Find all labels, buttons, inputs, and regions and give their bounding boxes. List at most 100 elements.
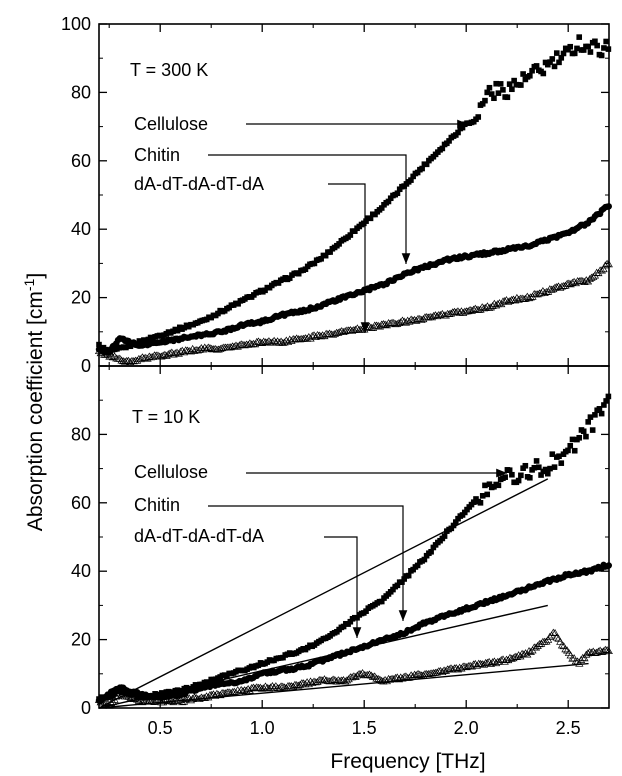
data-point-triangle [561, 281, 570, 289]
data-point-triangle [108, 353, 117, 361]
data-point-triangle [564, 279, 574, 287]
data-point-triangle [179, 348, 189, 356]
data-point-triangle [601, 645, 610, 653]
data-point-triangle [509, 295, 518, 303]
data-point-triangle [356, 670, 365, 678]
data-point-triangle [483, 658, 492, 666]
data-point-triangle [290, 680, 300, 688]
data-point-triangle [557, 641, 567, 649]
data-point-square [486, 481, 493, 488]
data-point-triangle [568, 654, 577, 662]
data-point-triangle [353, 324, 362, 332]
data-point-square [327, 249, 333, 255]
data-point-triangle [141, 353, 150, 361]
data-point-square [475, 114, 482, 120]
data-point-triangle [115, 689, 124, 697]
data-point-triangle [330, 330, 339, 338]
data-point-square [589, 427, 596, 433]
data-point-triangle [604, 260, 613, 268]
annotation-arrow [208, 154, 411, 264]
data-point-triangle [589, 647, 598, 655]
data-point-triangle [188, 694, 197, 702]
data-point-triangle [424, 670, 433, 678]
data-point-square [302, 266, 309, 273]
data-point-triangle [237, 340, 246, 348]
data-point-triangle [592, 648, 601, 656]
data-point-triangle [311, 332, 320, 340]
data-point-square [482, 97, 488, 104]
data-point-square [605, 46, 612, 52]
data-point-triangle [261, 682, 270, 690]
data-point-triangle [205, 344, 215, 352]
data-point-square [486, 84, 493, 91]
data-point-triangle [278, 338, 287, 346]
data-point-triangle [597, 266, 606, 274]
data-point-triangle [117, 356, 126, 364]
data-point-square [571, 50, 578, 57]
data-point-triangle [185, 346, 194, 354]
data-point-triangle [570, 277, 579, 285]
data-point-square [385, 198, 392, 205]
data-point-square [470, 499, 477, 505]
y-axis-title-sup: -1 [21, 278, 37, 291]
data-point-triangle [502, 655, 511, 663]
data-point-square [414, 169, 421, 176]
data-point-triangle [439, 666, 449, 674]
data-point-square [423, 161, 430, 168]
data-point-triangle [467, 306, 476, 314]
data-point-square [414, 562, 421, 569]
data-point-square [495, 482, 502, 489]
data-point-triangle [282, 336, 291, 344]
series-da-dt-da-dt-da [94, 259, 613, 366]
data-point-square [556, 59, 562, 66]
data-point-square [394, 582, 401, 589]
x-tick-label: 2.0 [454, 718, 479, 738]
data-point-triangle [254, 337, 263, 345]
data-point-square [587, 49, 594, 55]
data-point-square [522, 462, 529, 469]
data-point-square [509, 471, 515, 478]
data-point-square [363, 608, 369, 614]
data-point-square [452, 519, 459, 525]
data-point-triangle [266, 338, 275, 346]
data-point-square [601, 402, 607, 408]
data-point-triangle [403, 316, 412, 324]
data-point-square [580, 428, 587, 435]
data-point-triangle [341, 327, 350, 335]
data-point-square [493, 80, 499, 87]
data-point-triangle [524, 294, 534, 302]
data-point-square [399, 579, 405, 585]
data-point-square [585, 43, 591, 50]
data-point-square [390, 586, 396, 593]
x-axis-title: Frequency [THz] [330, 750, 485, 773]
data-point-square [311, 260, 318, 267]
data-point-square [455, 129, 461, 136]
annotation-label: Cellulose [134, 114, 208, 134]
data-point-triangle [587, 273, 596, 281]
data-point-square [527, 72, 533, 79]
data-point-triangle [491, 301, 501, 309]
data-point-triangle [339, 327, 348, 336]
data-point-triangle [549, 628, 558, 636]
data-point-square [408, 177, 414, 183]
data-point-square [601, 45, 607, 51]
data-point-triangle [202, 345, 211, 353]
series-cellulose [96, 393, 612, 702]
data-point-triangle [575, 659, 584, 667]
data-point-square [518, 82, 524, 88]
data-point-triangle [459, 308, 468, 316]
data-point-triangle [165, 349, 175, 357]
annotation-label: Cellulose [134, 462, 208, 482]
data-point-triangle [115, 354, 124, 362]
data-point-triangle [469, 660, 478, 668]
data-point-triangle [589, 272, 598, 280]
data-point-square [419, 165, 425, 172]
data-point-triangle [486, 303, 495, 311]
data-point-triangle [183, 346, 192, 354]
data-point-square [446, 138, 452, 144]
data-point-triangle [120, 357, 130, 365]
data-point-triangle [498, 297, 508, 305]
data-point-square [450, 522, 457, 529]
data-point-triangle [131, 694, 140, 702]
data-point-triangle [419, 315, 428, 323]
